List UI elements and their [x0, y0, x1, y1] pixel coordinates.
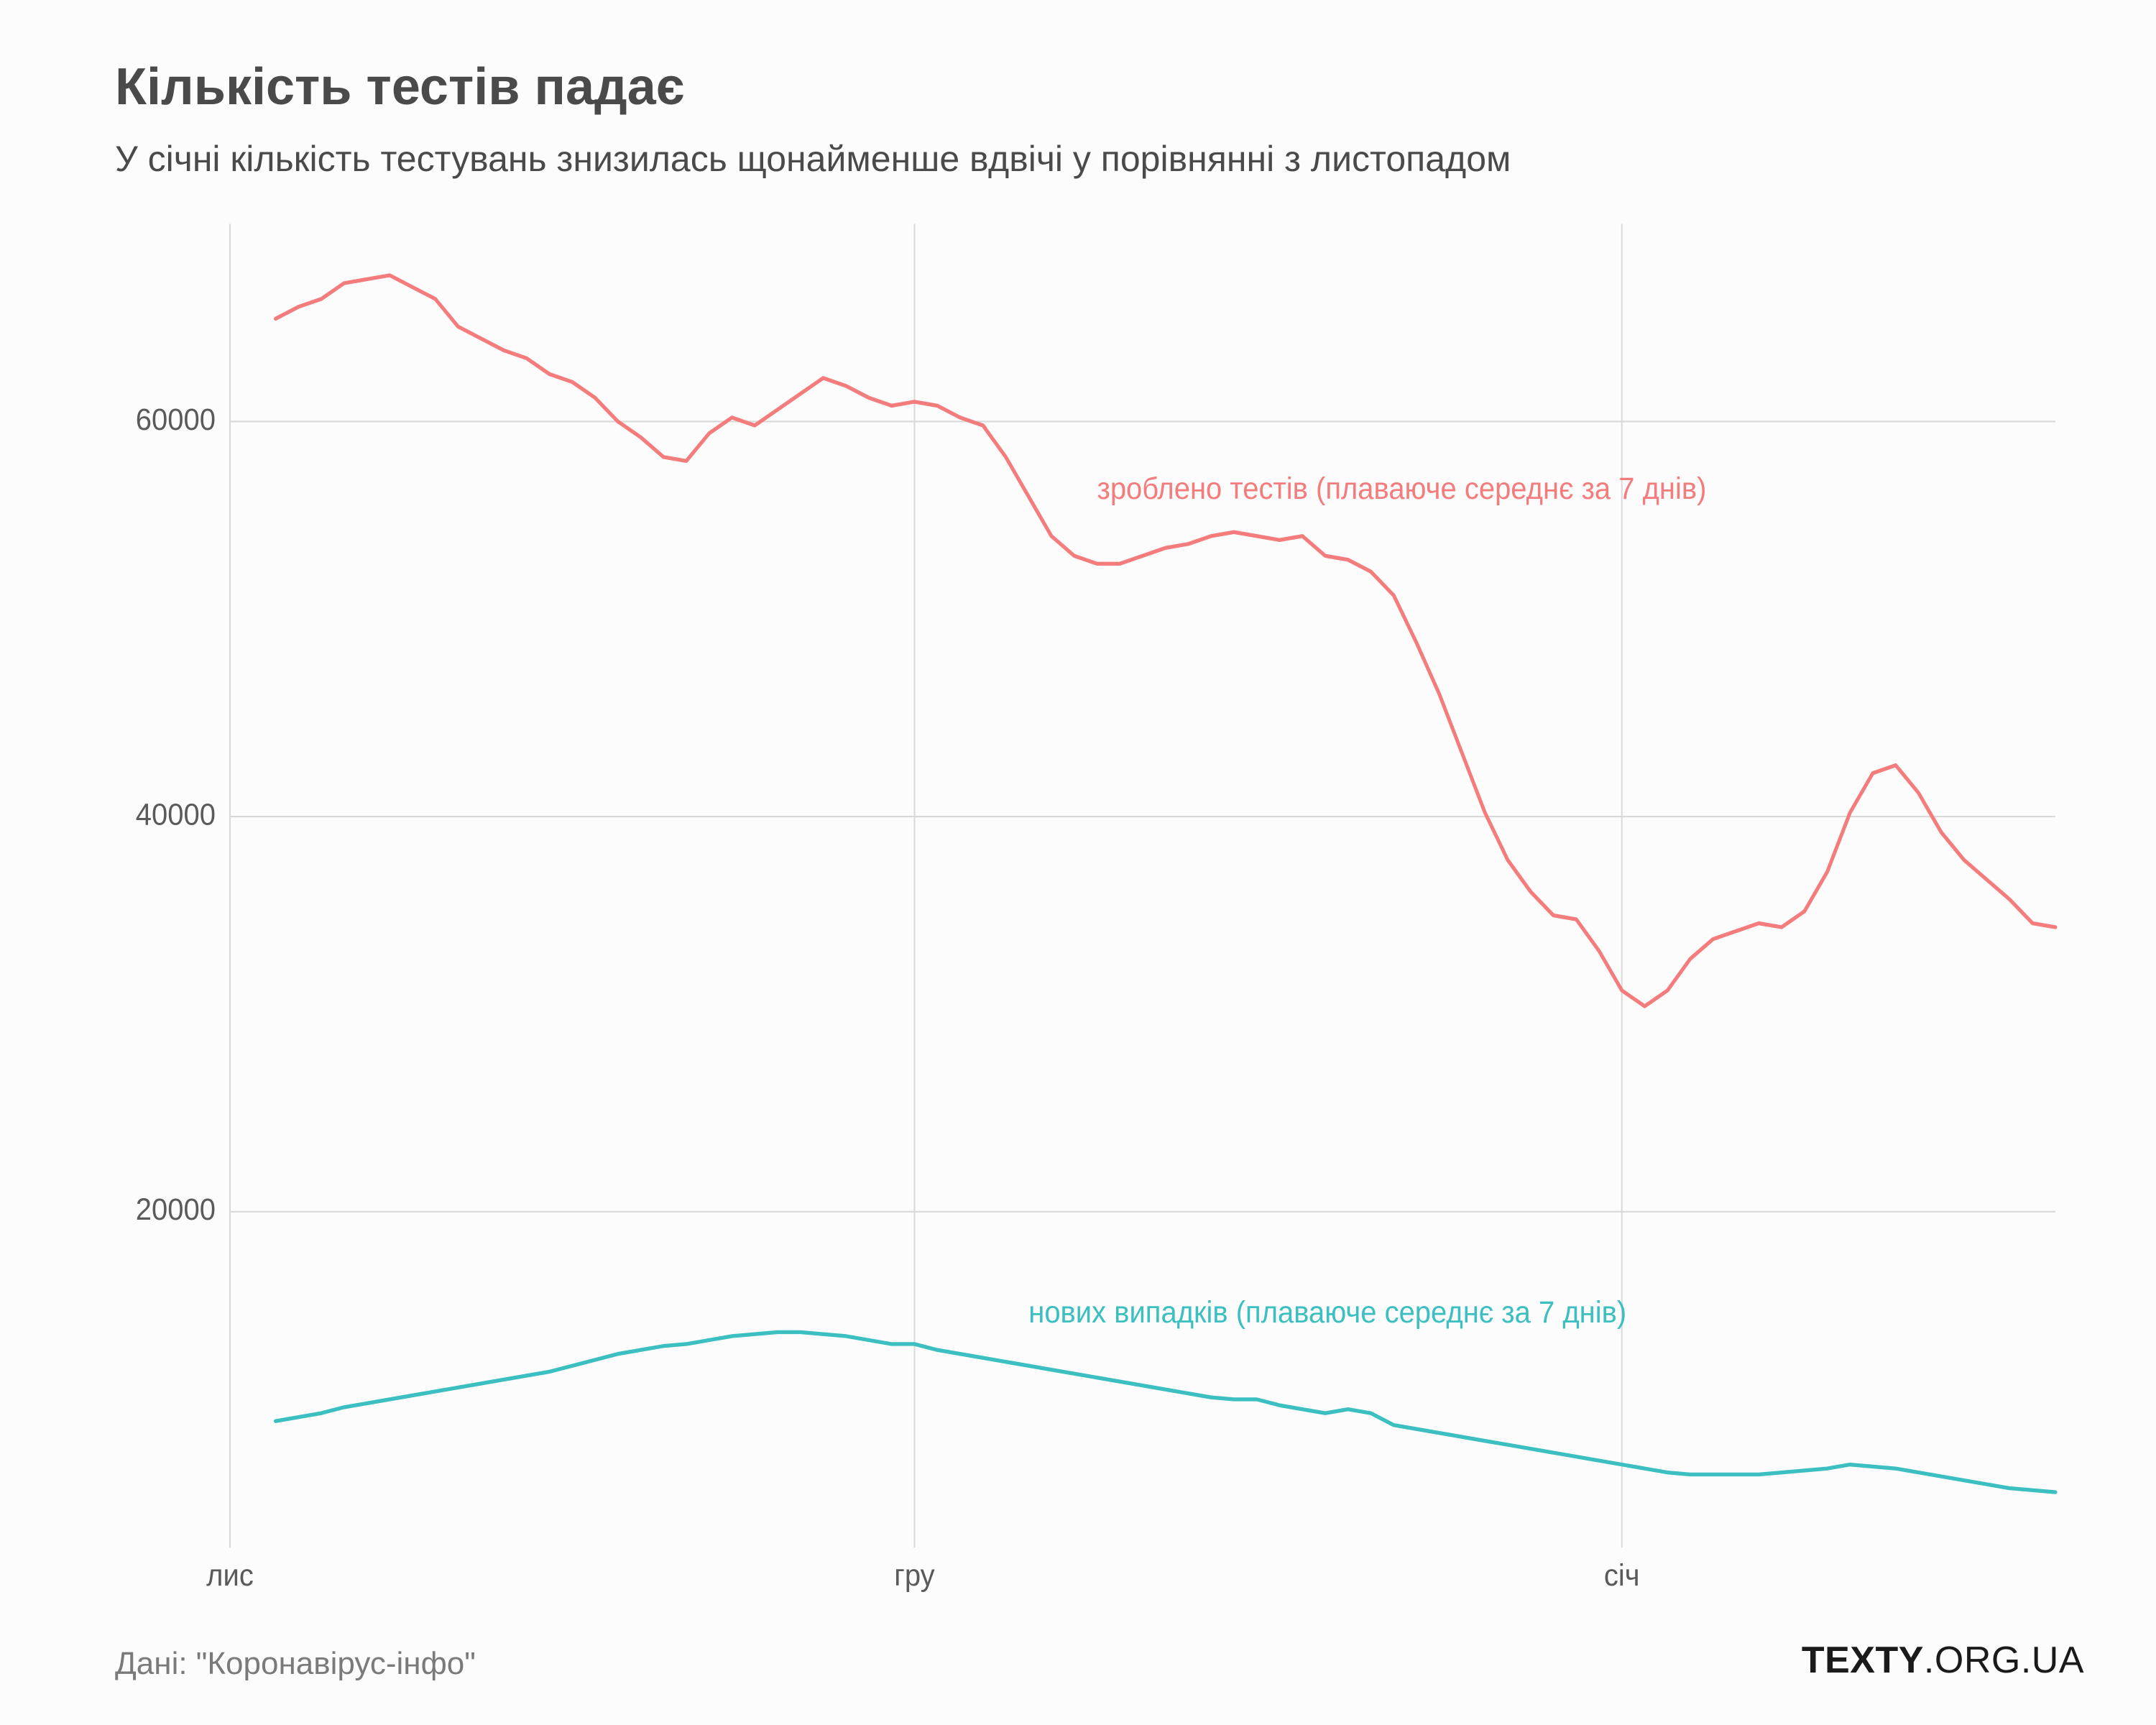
- annotation-cases: нових випадків (плаваюче середнє за 7 дн…: [1028, 1294, 1626, 1330]
- x-tick-label: січ: [1604, 1558, 1640, 1593]
- series-cases: [276, 1332, 2056, 1492]
- publisher-logo: TEXTY.ORG.UA: [1802, 1639, 2084, 1682]
- logo-thin: .ORG.UA: [1924, 1639, 2084, 1681]
- chart-plot-area: 20000 40000 60000 лис гру січ зроблено тестів …: [115, 208, 2084, 1617]
- x-tick-label: лис: [206, 1558, 254, 1593]
- y-tick-label: 40000: [136, 796, 216, 832]
- y-tick-label: 20000: [136, 1192, 216, 1227]
- line-chart-svg: 20000 40000 60000 лис гру січ зроблено тестів …: [115, 208, 2084, 1617]
- x-tick-label: гру: [894, 1558, 935, 1593]
- chart-title: Кількість тестів падає: [115, 58, 2084, 116]
- annotation-tests: зроблено тестів (плаваюче середнє за 7 д…: [1097, 471, 1707, 506]
- chart-subtitle: У січні кількість тестувань знизилась що…: [115, 138, 2084, 180]
- logo-bold: TEXTY: [1802, 1639, 1924, 1681]
- y-tick-label: 60000: [136, 401, 216, 436]
- data-source-label: Дані: "Коронавірус-інфо": [115, 1646, 476, 1682]
- chart-container: Кількість тестів падає У січні кількість…: [0, 0, 2156, 1725]
- series-tests: [276, 275, 2056, 1006]
- chart-footer: Дані: "Коронавірус-інфо" TEXTY.ORG.UA: [115, 1639, 2084, 1682]
